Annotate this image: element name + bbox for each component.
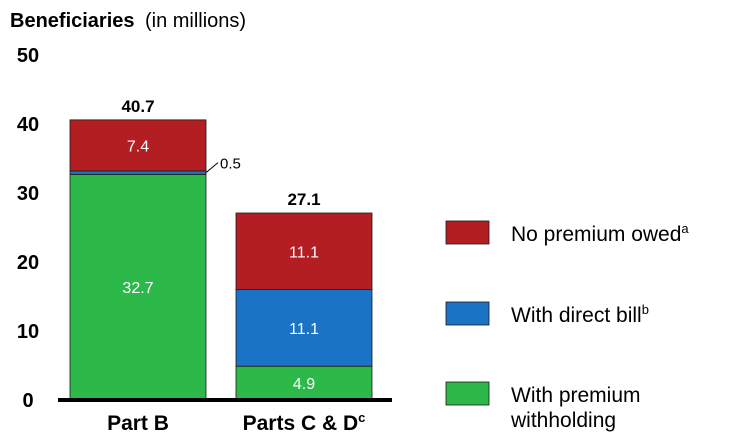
x-category-label: Parts C & Dc — [243, 410, 366, 435]
bar-total-label: 40.7 — [121, 97, 154, 116]
bar-value-label: 11.1 — [289, 244, 319, 261]
bar-segment — [235, 212, 373, 290]
bar-total-label: 27.1 — [287, 190, 320, 209]
legend-swatch — [445, 381, 490, 406]
bar-value-label: 0.5 — [220, 156, 241, 173]
chart-subtitle: (in millions) — [145, 10, 246, 32]
chart-title-group: Beneficiaries (in millions) — [10, 10, 246, 32]
bars: 32.7 0.5 7.4 40.7 4.9 11.1 11.1 27.1 — [69, 97, 373, 401]
y-tick-label: 0 — [22, 390, 33, 412]
bar-value-label: 11.1 — [289, 321, 319, 338]
category-labels: Part B Parts C & Dc — [107, 410, 365, 435]
legend: No premium oweda With direct billb With pr… — [445, 220, 689, 432]
legend-label: With direct billb — [511, 302, 649, 327]
bar-value-label: 32.7 — [122, 280, 153, 297]
legend-label: With premium — [511, 384, 641, 407]
x-category-label: Part B — [107, 412, 169, 435]
bar-segment — [69, 170, 207, 175]
y-tick-label: 40 — [17, 114, 39, 136]
legend-label: withholding — [510, 409, 616, 432]
bar-value-label: 7.4 — [127, 138, 149, 155]
y-tick-label: 50 — [17, 45, 39, 67]
callout-line — [205, 162, 219, 174]
y-tick-label: 10 — [17, 321, 39, 343]
bar-value-label: 4.9 — [293, 376, 315, 393]
legend-swatch — [445, 301, 490, 326]
legend-swatch — [445, 220, 490, 245]
bar-segment — [235, 289, 373, 367]
y-axis-ticks: 0 10 20 30 40 50 — [17, 45, 39, 412]
bar-segment — [69, 119, 207, 172]
y-tick-label: 20 — [17, 252, 39, 274]
bar-segment — [69, 173, 207, 401]
y-tick-label: 30 — [17, 183, 39, 205]
chart-title: Beneficiaries — [10, 10, 135, 32]
legend-label: No premium oweda — [511, 221, 689, 246]
